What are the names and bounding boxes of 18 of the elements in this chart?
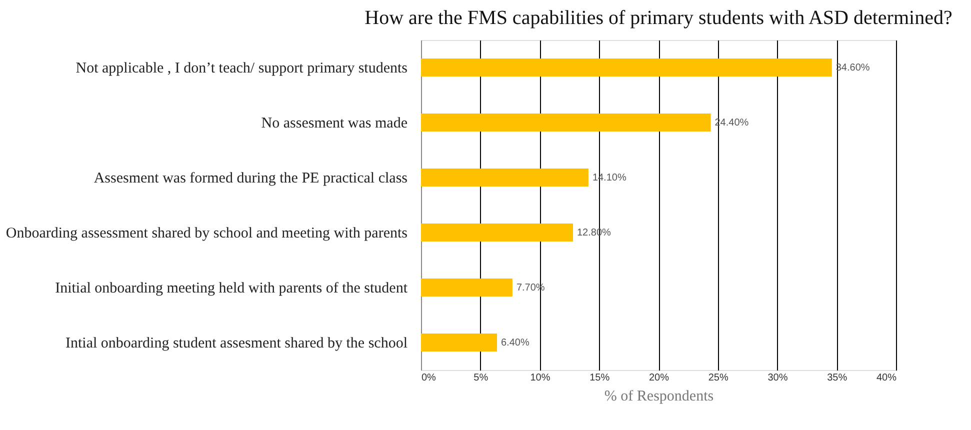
x-tick-label: 15% <box>590 372 610 384</box>
x-tick-label: 0% <box>422 372 436 384</box>
x-tick-label: 5% <box>474 372 488 384</box>
x-axis-title: % of Respondents <box>604 388 714 404</box>
x-tick-label: 40% <box>876 372 897 384</box>
y-tick-label: Intial onboarding student assesment shared by the school <box>65 336 408 352</box>
x-tick-label: 25% <box>708 372 728 384</box>
x-tick-label: 20% <box>648 372 670 384</box>
y-tick-label: Initial onboarding meeting held with parents of the student <box>55 280 408 296</box>
y-tick-label: Onboarding assessment shared by school and meeting with parents <box>6 226 408 242</box>
y-tick-label: Not applicable , I don’t teach/ support primary students <box>76 60 408 76</box>
x-tick-label: 10% <box>530 372 550 384</box>
x-tick-label: 30% <box>768 372 788 384</box>
chart-title: How are the FMS capabilities of primary students with ASD determined? <box>364 7 952 29</box>
data-label: 6.40% <box>501 338 530 348</box>
y-tick-label: Assesment was formed during the PE practical class <box>94 170 408 186</box>
y-tick-label: No assesment was made <box>261 116 408 132</box>
x-tick-label: 35% <box>827 372 848 384</box>
